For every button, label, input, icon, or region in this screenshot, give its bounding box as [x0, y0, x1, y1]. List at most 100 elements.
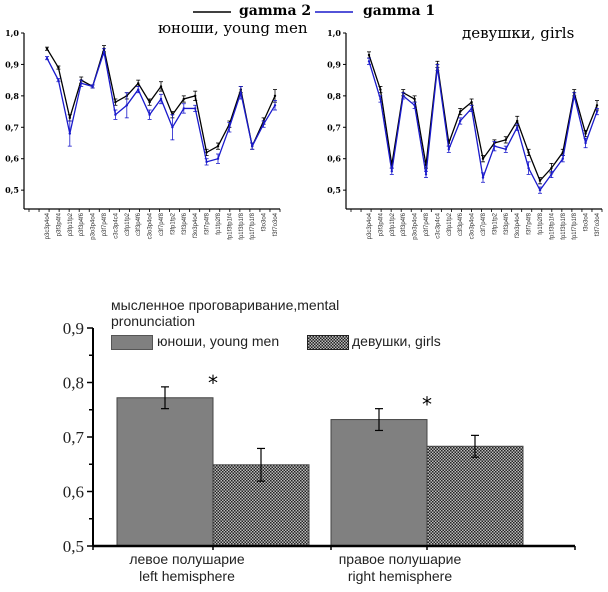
- x-tick-label: f3f7p4f8: [527, 212, 533, 234]
- x-tick-label: fp1f3fp1f8: [561, 212, 567, 239]
- bar-category-right-en: right hemisphere: [347, 568, 453, 584]
- x-tick-label: f3fp1fp2: [492, 212, 498, 234]
- x-tick-label: p3f3p4f6: [79, 212, 85, 236]
- x-tick-label: f3f3p4f6: [504, 212, 510, 234]
- data-point: [390, 170, 393, 173]
- x-tick-label: p3c3p4o4: [367, 212, 373, 239]
- bar-young-men: [116, 397, 214, 547]
- data-point: [367, 60, 371, 63]
- x-tick-label: fp1f3fp1f4: [549, 212, 555, 239]
- data-point: [470, 100, 473, 104]
- chart-title-young-men: юноши, young men: [158, 19, 308, 37]
- line-chart-girls: 0,5 0,6 0,7 0,8 0,9 1,0 p3c3p4o4 p3f3p4f4 p3fp1f…: [327, 28, 603, 240]
- y-tick-label: 0,8: [5, 91, 19, 101]
- data-point: [251, 144, 254, 148]
- x-tick-label: f3o3p4o4: [515, 212, 521, 238]
- data-point: [171, 126, 174, 129]
- significance-marker: *: [422, 393, 432, 417]
- x-tick-label: c3f7p4f8: [159, 212, 165, 236]
- legend-swatch-girls: [307, 335, 349, 350]
- y-tick-label: 0,7: [63, 428, 85, 447]
- data-point: [102, 50, 106, 54]
- data-point: [239, 91, 242, 94]
- bar-young-men: [330, 419, 428, 547]
- y-tick-label: 0,6: [5, 154, 19, 164]
- x-tick-label: f3o3o4: [584, 212, 590, 231]
- data-point: [68, 132, 72, 135]
- data-point: [216, 144, 220, 148]
- data-point: [550, 166, 553, 170]
- x-tick-label: p3fp1fp2: [68, 212, 74, 236]
- y-tick-label: 1,0: [327, 28, 341, 38]
- data-point: [595, 104, 599, 107]
- data-point: [424, 173, 428, 176]
- data-point: [91, 85, 94, 88]
- data-point: [125, 104, 128, 107]
- series-gamma-1: [367, 57, 599, 194]
- data-point: [538, 179, 542, 182]
- x-tick-label: c3fp1fp2: [447, 212, 453, 236]
- line-chart-young-men: 0,5 0,6 0,7 0,8 0,9 1,0 p3c3p4o4 p3f3p4f4 p3fp1f…: [5, 28, 281, 240]
- data-point: [447, 148, 450, 151]
- chart-title-girls: девушки, girls: [462, 24, 575, 42]
- x-tick-label: c3f7p4f8: [481, 212, 487, 236]
- data-point: [504, 138, 507, 142]
- line-charts: 0,5 0,6 0,7 0,8 0,9 1,0 p3c3p4o4 p3f3p4f4 p3fp1f…: [5, 28, 603, 240]
- x-tick-label: c3o3p4o4: [148, 212, 154, 239]
- data-point: [194, 94, 197, 98]
- data-point: [262, 122, 265, 126]
- data-point: [273, 104, 277, 107]
- x-tick-label: p3fp1fp2: [390, 212, 396, 236]
- bar-chart-title: мысленное проговаривание,mental pronunci…: [111, 297, 371, 329]
- data-point: [470, 107, 473, 110]
- x-tick-label: f3o3p4o4: [193, 212, 199, 238]
- data-point: [402, 94, 405, 98]
- series-gamma-1: [45, 48, 277, 166]
- legend-label-gamma1: gamma 1: [363, 3, 436, 19]
- data-point: [194, 107, 197, 110]
- x-tick-label: f3f7o3o4: [273, 212, 279, 236]
- bar-category-left-ru: левое полушарие: [129, 551, 245, 567]
- data-point: [68, 116, 72, 120]
- x-tick-label: c3c3p4c4: [113, 212, 119, 238]
- x-tick-label: p3f7p4f8: [424, 212, 430, 236]
- legend-label-gamma2: gamma 2: [239, 3, 312, 19]
- data-point: [516, 126, 519, 129]
- data-point: [527, 151, 530, 154]
- data-point: [148, 113, 151, 116]
- data-point: [481, 157, 485, 160]
- legend-swatch-young-men: [111, 335, 153, 350]
- data-point: [57, 66, 60, 69]
- data-point: [527, 166, 530, 170]
- data-point: [573, 94, 576, 98]
- x-tick-label: f3f7p4f8: [205, 212, 211, 234]
- x-tick-label: p3f7p4f8: [102, 212, 108, 236]
- data-point: [413, 97, 416, 101]
- x-tick-label: f3f3p4f6: [182, 212, 188, 234]
- x-tick-label: p3o3p4o4: [91, 212, 97, 239]
- data-point: [114, 113, 117, 116]
- x-tick-label: p3f3p4f4: [56, 212, 62, 236]
- bar-category-right-ru: правое полушарие: [338, 551, 462, 567]
- data-point: [148, 100, 151, 104]
- data-point: [137, 88, 140, 91]
- data-point: [228, 126, 231, 129]
- x-tick-label: c3fp1fp2: [125, 212, 131, 236]
- y-tick-label: 0,6: [327, 154, 341, 164]
- data-point: [182, 97, 185, 101]
- y-tick-label: 0,9: [327, 59, 341, 69]
- x-tick-label: c3o3p4o4: [470, 212, 476, 239]
- x-tick-label: c3f3p4f6: [136, 212, 142, 236]
- y-tick-label: 0,5: [5, 185, 19, 195]
- data-point: [550, 173, 553, 176]
- x-tick-label: f3fp1fp2: [170, 212, 176, 234]
- data-point: [273, 94, 277, 98]
- x-tick-label: p3c3p4o4: [45, 212, 51, 239]
- y-tick-label: 0,9: [63, 319, 84, 338]
- data-point: [379, 88, 382, 91]
- legend-label-young-men: юноши, young men: [157, 333, 280, 349]
- y-tick-label: 0,7: [327, 122, 341, 132]
- bar-category-left-en: left hemisphere: [139, 568, 235, 584]
- y-tick-label: 0,5: [327, 185, 341, 195]
- y-tick-label: 0,8: [63, 374, 84, 393]
